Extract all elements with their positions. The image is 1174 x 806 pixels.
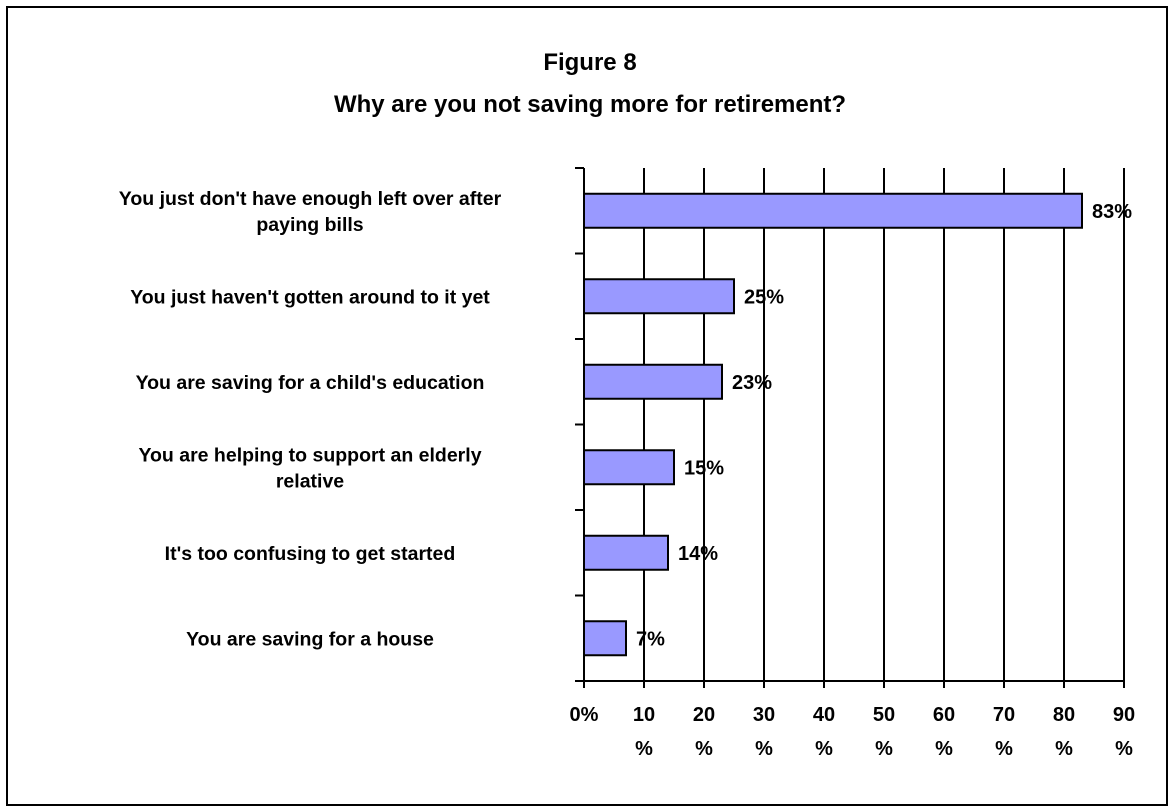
bar-0	[583, 192, 1083, 229]
data-label-5: 7%	[636, 628, 665, 650]
data-label-1: 25%	[744, 286, 784, 308]
x-tick-label-80: 80%	[1053, 704, 1075, 760]
data-label-2: 23%	[732, 372, 772, 394]
bar-5	[583, 620, 627, 657]
chart-title: Figure 8	[543, 49, 636, 76]
chart-frame	[6, 6, 1168, 806]
bar-chart: Figure 8 Why are you not saving more for…	[119, 49, 1135, 760]
bar-3	[583, 449, 675, 486]
x-tick-label-90: 90%	[1113, 704, 1135, 760]
category-label-5: You are saving for a house	[186, 628, 434, 650]
category-label-0: You just don't have enough left over aft…	[119, 188, 502, 236]
x-tick-label-40: 40%	[813, 704, 835, 760]
x-tick-label-0: 0%	[570, 704, 599, 726]
bar-1	[583, 278, 735, 315]
x-tick-label-20: 20%	[693, 704, 715, 760]
x-tick-label-10: 10%	[633, 704, 655, 760]
data-label-0: 83%	[1092, 201, 1132, 223]
category-label-2: You are saving for a child's education	[136, 372, 485, 394]
plot-area: 83% You just don't have enough left over …	[119, 167, 1135, 760]
category-label-3: You are helping to support an elderly rel…	[138, 444, 481, 492]
x-tick-label-70: 70%	[993, 704, 1015, 760]
data-label-4: 14%	[678, 543, 718, 565]
x-tick-label-60: 60%	[933, 704, 955, 760]
bar-2	[583, 363, 723, 400]
category-label-4: It's too confusing to get started	[165, 543, 456, 565]
x-tick-label-30: 30%	[753, 704, 775, 760]
bar-4	[583, 534, 669, 571]
chart-subtitle: Why are you not saving more for retireme…	[334, 91, 846, 118]
data-label-3: 15%	[684, 457, 724, 479]
category-label-1: You just haven't gotten around to it yet	[130, 286, 490, 308]
x-tick-label-50: 50%	[873, 704, 895, 760]
